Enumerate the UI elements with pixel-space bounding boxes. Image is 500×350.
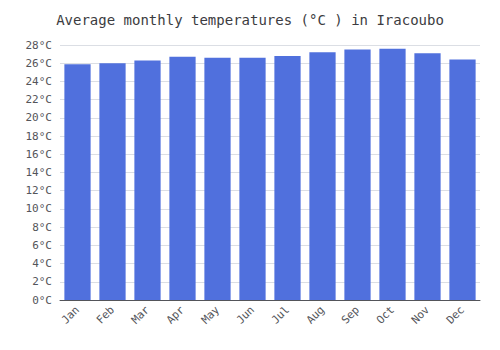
svg-text:28°C: 28°C [26, 39, 53, 52]
svg-text:4°C: 4°C [32, 257, 52, 270]
svg-text:Dec: Dec [444, 303, 467, 326]
svg-text:Jun: Jun [234, 303, 257, 326]
svg-text:26°C: 26°C [26, 57, 53, 70]
svg-text:20°C: 20°C [26, 111, 53, 124]
svg-text:Sep: Sep [339, 303, 362, 326]
svg-text:Apr: Apr [164, 303, 187, 326]
svg-text:Feb: Feb [94, 303, 117, 326]
svg-text:22°C: 22°C [26, 93, 53, 106]
svg-text:2°C: 2°C [32, 275, 52, 288]
svg-text:16°C: 16°C [26, 148, 53, 161]
svg-text:0°C: 0°C [32, 294, 52, 307]
svg-text:Jul: Jul [269, 303, 292, 326]
svg-text:18°C: 18°C [26, 130, 53, 143]
svg-text:Mar: Mar [129, 303, 152, 326]
svg-text:Nov: Nov [409, 303, 432, 326]
svg-text:Average monthly temperatures (: Average monthly temperatures (°C ) in Ir… [56, 12, 444, 28]
svg-text:10°C: 10°C [26, 202, 53, 215]
svg-text:Aug: Aug [304, 303, 327, 326]
svg-text:6°C: 6°C [32, 239, 52, 252]
svg-text:Jan: Jan [59, 303, 82, 326]
svg-text:12°C: 12°C [26, 184, 53, 197]
svg-text:14°C: 14°C [26, 166, 53, 179]
svg-text:24°C: 24°C [26, 75, 53, 88]
svg-text:May: May [199, 303, 222, 326]
svg-text:8°C: 8°C [32, 221, 52, 234]
svg-text:Oct: Oct [374, 303, 397, 326]
